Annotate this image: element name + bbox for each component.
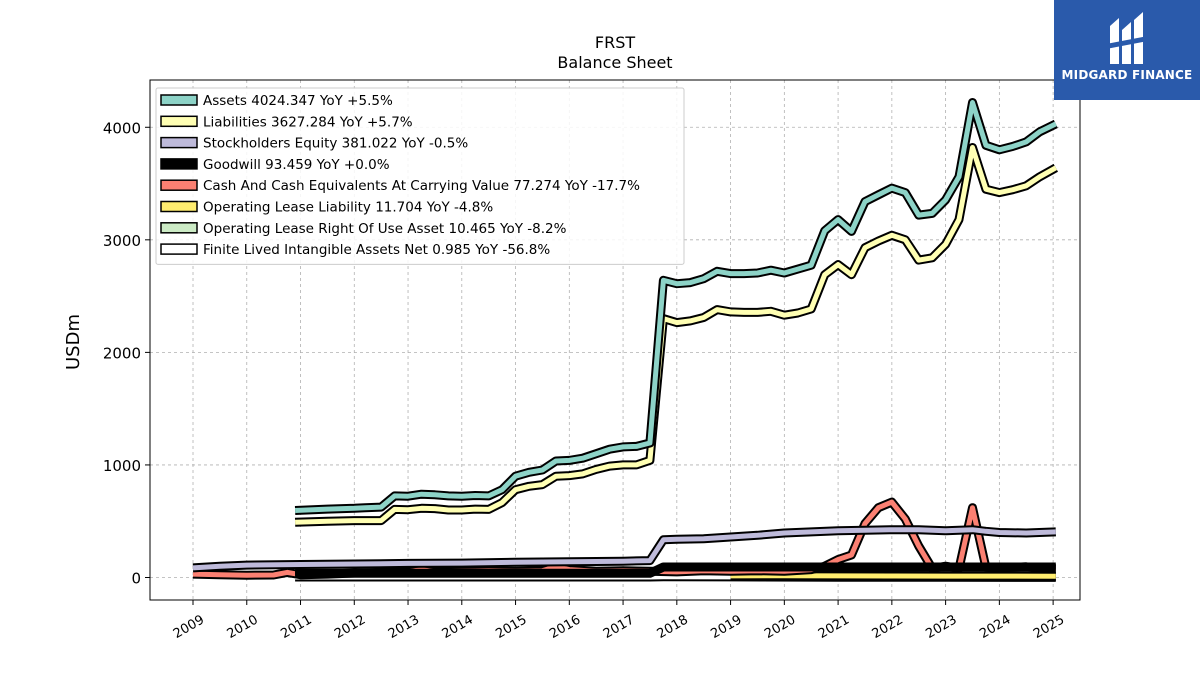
x-tick-label: 2020 [762,612,798,642]
y-tick-label: 3000 [103,232,141,250]
legend-entry: Operating Lease Liability 11.704 YoY -4.… [203,200,493,216]
x-tick-label: 2017 [601,612,637,642]
y-axis-label: USDm [63,314,84,370]
x-tick-label: 2021 [816,612,852,642]
x-tick-label: 2016 [547,612,583,642]
x-tick-label: 2013 [386,612,422,642]
legend-swatch [160,115,198,128]
series-line [294,100,1057,513]
series-liabilities [294,143,1058,527]
legend-swatch [160,136,198,149]
legend: Assets 4024.347 YoY +5.5% Liabilities 362… [155,87,685,265]
legend-entry: Goodwill 93.459 YoY +0.0% [203,157,390,173]
legend-entry: Finite Lived Intangible Assets Net 0.985… [203,242,550,258]
legend-swatch [160,179,198,191]
series-line [730,573,1056,579]
legend-box [155,87,685,265]
x-tick-label: 2025 [1031,612,1067,642]
legend-entry: Stockholders Equity 381.022 YoY -0.5% [203,136,468,152]
x-tick-label: 2012 [332,612,368,642]
x-tick-label: 2015 [493,612,529,642]
legend-swatch [160,243,198,255]
series-line [295,564,1056,576]
series-goodwill [295,562,1056,578]
midgard-finance-logo: MIDGARD FINANCE [1054,0,1200,100]
logo-wordmark: MIDGARD FINANCE [1061,68,1193,82]
y-tick-label: 0 [131,569,141,587]
legend-swatch [160,200,198,213]
legend-entry: Assets 4024.347 YoY +5.5% [203,93,393,109]
x-tick-label: 2014 [440,612,476,642]
x-tick-label: 2024 [977,612,1013,642]
x-tick-label: 2011 [278,612,314,642]
legend-entry: Operating Lease Right Of Use Asset 10.46… [203,221,567,237]
logo-mark-icon [1106,12,1148,64]
legend-entry: Cash And Cash Equivalents At Carrying Va… [203,178,640,194]
chart-subtitle: Balance Sheet [557,53,672,72]
y-tick-label: 2000 [103,344,141,362]
plot-frame [149,79,1081,601]
series-assets [294,98,1058,515]
y-tick-label: 4000 [103,119,141,137]
series-line [295,145,1058,525]
legend-swatch [160,158,198,170]
x-tick-label: 2023 [923,612,959,642]
x-tick-label: 2019 [708,612,744,642]
y-tick-label: 1000 [103,457,141,475]
x-tick-label: 2009 [171,612,207,642]
legend-entry: Liabilities 3627.284 YoY +5.7% [203,114,413,130]
x-tick-label: 2010 [225,612,261,642]
series-lines [192,98,1058,582]
chart-title: FRST [595,33,635,52]
x-tick-label: 2018 [655,612,691,642]
legend-swatch [160,222,198,234]
series-line [192,527,1056,571]
legend-swatch [160,94,198,106]
series-stockholders-equity [192,525,1056,573]
series-operating-lease-liability [730,571,1056,581]
x-tick-label: 2022 [870,612,906,642]
